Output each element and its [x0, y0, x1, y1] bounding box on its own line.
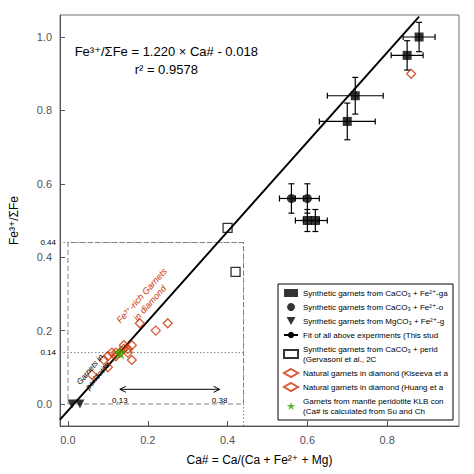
svg-text:0.44: 0.44: [40, 238, 56, 247]
svg-text:Fit of all above experiments (: Fit of all above experiments (This stud: [303, 331, 438, 340]
svg-text:Garnets in: Garnets in: [74, 352, 106, 387]
svg-text:0.8: 0.8: [37, 104, 52, 116]
svg-text:1.0: 1.0: [37, 31, 52, 43]
svg-text:0.0: 0.0: [37, 398, 52, 410]
svg-text:Fe³⁺-rich Garnets: Fe³⁺-rich Garnets: [115, 266, 170, 325]
svg-text:0.2: 0.2: [140, 434, 155, 446]
svg-text:peridotite: peridotite: [83, 360, 112, 392]
svg-text:0.13: 0.13: [112, 396, 128, 405]
svg-text:0.4: 0.4: [220, 434, 235, 446]
svg-text:(Ca# is calculated from Su and: (Ca# is calculated from Su and Ch: [303, 407, 425, 416]
svg-text:Ca# = Ca/(Ca + Fe²⁺ + Mg): Ca# = Ca/(Ca + Fe²⁺ + Mg): [186, 453, 332, 467]
svg-text:r² = 0.9578: r² = 0.9578: [135, 62, 198, 77]
svg-text:0.14: 0.14: [40, 348, 56, 357]
svg-text:0.38: 0.38: [212, 396, 228, 405]
svg-text:in diamond: in diamond: [131, 283, 169, 323]
svg-text:0.6: 0.6: [300, 434, 315, 446]
svg-text:Synthetic garnets from MgCO₃ +: Synthetic garnets from MgCO₃ + Fe²⁺-g: [303, 317, 444, 326]
svg-text:Synthetic garnets from CaCO₃ +: Synthetic garnets from CaCO₃ + perid: [303, 345, 438, 354]
svg-text:Synthetic garnets from CaCO₃ +: Synthetic garnets from CaCO₃ + Fe²⁺-o: [303, 303, 444, 312]
svg-text:0.4: 0.4: [37, 251, 52, 263]
svg-text:(Gervasoni et al., 2C: (Gervasoni et al., 2C: [303, 355, 377, 364]
svg-text:Natural garnets in diamond (Hu: Natural garnets in diamond (Huang et a: [303, 383, 444, 392]
svg-text:0.0: 0.0: [60, 434, 75, 446]
svg-text:Fe³⁺/ΣFe = 1.220 × Ca# - 0.018: Fe³⁺/ΣFe = 1.220 × Ca# - 0.018: [75, 44, 258, 59]
svg-text:Garnets from mantle peridotite: Garnets from mantle peridotite KLB con: [303, 397, 444, 406]
svg-text:Natural garnets in diamond (Ki: Natural garnets in diamond (Kiseeva et a: [303, 369, 449, 378]
svg-text:0.8: 0.8: [380, 434, 395, 446]
svg-text:Fe³⁺/ΣFe: Fe³⁺/ΣFe: [7, 196, 21, 245]
svg-text:Synthetic garnets from CaCO₃ +: Synthetic garnets from CaCO₃ + Fe²⁺-ga: [303, 289, 448, 298]
svg-text:0.6: 0.6: [37, 178, 52, 190]
svg-text:0.2: 0.2: [37, 325, 52, 337]
